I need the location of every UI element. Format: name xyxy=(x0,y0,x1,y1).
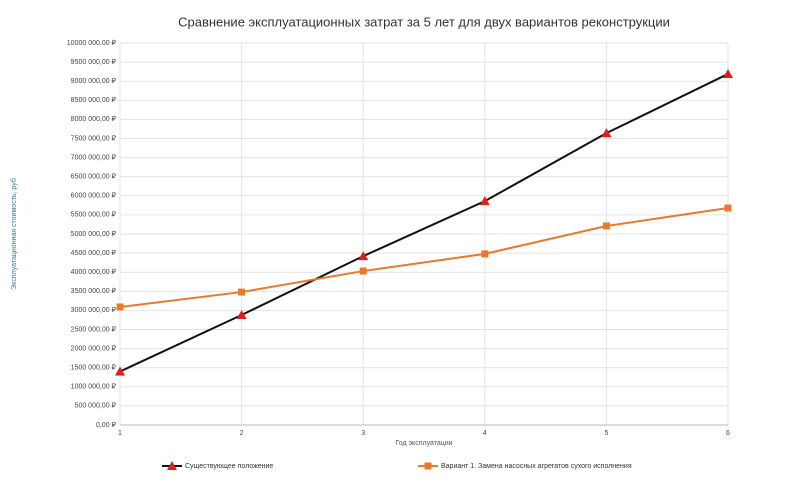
data-point xyxy=(358,251,369,261)
y-tick-label: 10000 000,00 ₽ xyxy=(67,39,117,47)
series-line xyxy=(119,207,729,308)
y-tick-label: 5500 000,00 ₽ xyxy=(71,211,117,219)
data-point xyxy=(601,128,612,138)
y-tick-label: 7000 000,00 ₽ xyxy=(71,153,117,161)
y-tick-label: 2500 000,00 ₽ xyxy=(71,325,117,333)
y-tick-label: 3000 000,00 ₽ xyxy=(71,306,117,314)
y-tick-label: 500 000,00 ₽ xyxy=(75,402,117,410)
legend-label: Существующее положение xyxy=(185,463,273,470)
x-tick-label: 5 xyxy=(604,430,608,437)
y-tick-label: 8000 000,00 ₽ xyxy=(71,115,117,123)
data-point xyxy=(723,68,733,78)
x-tick-label: 3 xyxy=(361,430,365,437)
data-point xyxy=(238,288,246,296)
y-tick-label: 2000 000,00 ₽ xyxy=(71,344,117,352)
y-tick-label: 7500 000,00 ₽ xyxy=(71,134,117,142)
data-point xyxy=(479,196,490,206)
data-point xyxy=(236,309,247,319)
y-tick-label: 1500 000,00 ₽ xyxy=(71,364,117,372)
legend-marker xyxy=(424,462,432,470)
y-axis-title: Эксплуатационная стоимость, руб xyxy=(10,178,18,290)
data-point xyxy=(115,366,125,376)
y-tick-label: 9000 000,00 ₽ xyxy=(71,77,117,85)
x-tick-label: 1 xyxy=(118,430,122,437)
y-tick-label: 4500 000,00 ₽ xyxy=(71,249,117,257)
data-point xyxy=(481,250,489,258)
legend-label: Вариант 1. Замена насосных агрегатов сух… xyxy=(441,463,632,470)
y-tick-label: 6500 000,00 ₽ xyxy=(71,173,117,181)
y-tick-label: 8500 000,00 ₽ xyxy=(71,96,117,104)
y-tick-label: 1000 000,00 ₽ xyxy=(71,383,117,391)
legend-marker xyxy=(167,461,177,470)
x-tick-label: 2 xyxy=(240,430,244,437)
data-point xyxy=(359,267,367,275)
data-point xyxy=(116,303,124,311)
y-tick-label: 5000 000,00 ₽ xyxy=(71,230,117,238)
x-axis-title: Год эксплуатации xyxy=(395,440,452,447)
x-tick-label: 4 xyxy=(483,430,487,437)
x-tick-label: 6 xyxy=(726,430,730,437)
y-tick-label: 6000 000,00 ₽ xyxy=(71,192,117,200)
y-tick-label: 3500 000,00 ₽ xyxy=(71,287,117,295)
chart-title: Сравнение эксплуатационных затрат за 5 л… xyxy=(178,14,670,29)
series-line xyxy=(119,73,729,373)
y-tick-label: 0,00 ₽ xyxy=(96,421,117,429)
data-point xyxy=(602,222,610,230)
y-tick-label: 4000 000,00 ₽ xyxy=(71,268,117,276)
data-point xyxy=(724,204,732,212)
y-tick-label: 9500 000,00 ₽ xyxy=(71,58,117,66)
